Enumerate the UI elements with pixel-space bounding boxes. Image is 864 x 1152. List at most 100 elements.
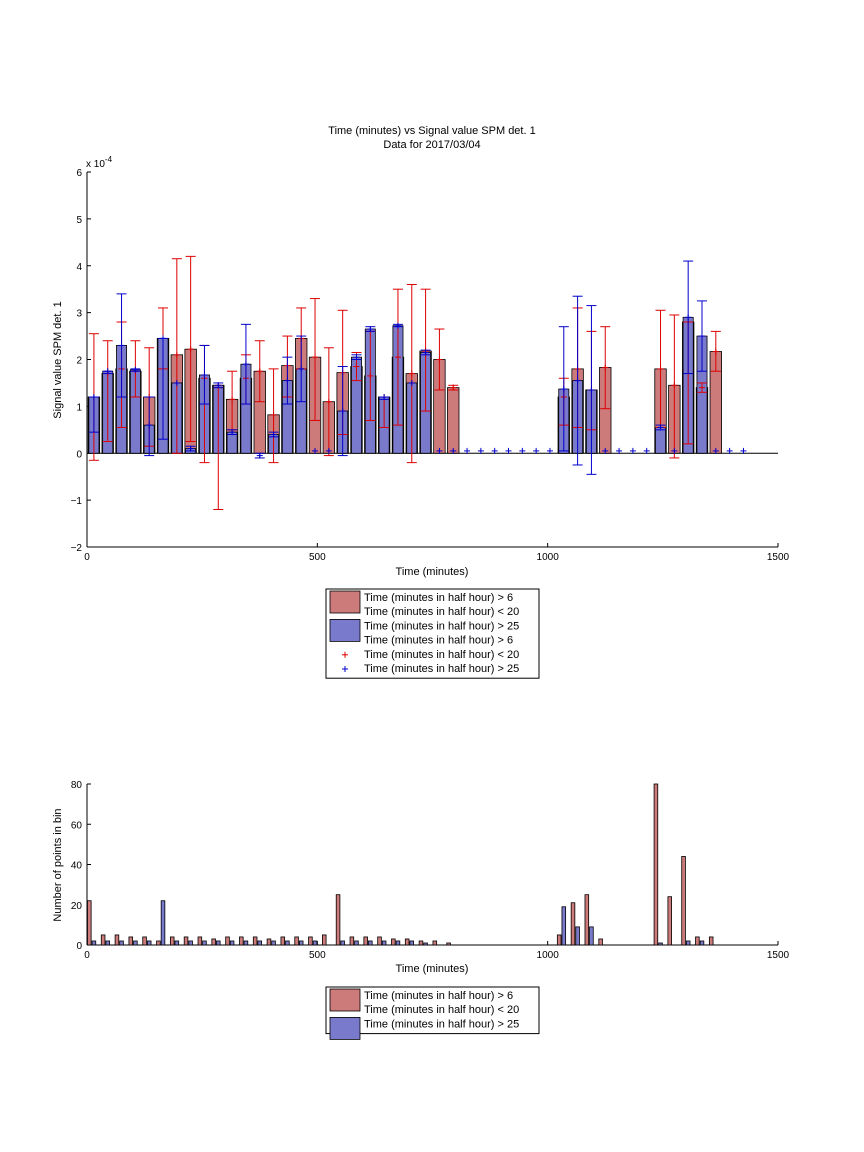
x-tick-label: 0 [84, 950, 90, 961]
bar-series-1 [377, 936, 382, 946]
bar-series-2 [188, 940, 193, 946]
legend-swatch [329, 619, 361, 642]
chart-title: Time (minutes) vs Signal value SPM det. … [328, 125, 535, 137]
bar-series-2 [658, 942, 663, 946]
bar-series-2 [685, 940, 691, 946]
y-axis-label: Signal value SPM det. 1 [52, 301, 64, 418]
y-tick-label: 4 [76, 262, 82, 273]
bar-series-2 [174, 940, 180, 946]
bar-series-1 [681, 856, 686, 946]
bar-series-2 [655, 427, 666, 454]
bar-series-1 [695, 936, 700, 946]
x-tick-label: 500 [309, 552, 326, 563]
y-tick-label: −2 [71, 543, 83, 554]
bar-series-1 [169, 936, 175, 946]
x-axis-label: Time (minutes) [396, 566, 469, 578]
bar-series-1 [211, 938, 216, 946]
plot-area [86, 783, 779, 946]
bar-series-1 [446, 942, 451, 946]
bar-series-2 [368, 940, 373, 946]
y-tick-label: 0 [76, 449, 82, 460]
legend-swatch [329, 1017, 361, 1040]
bar-series-2 [354, 940, 359, 946]
y-tick-label: 80 [71, 780, 83, 791]
bar-series-2 [561, 906, 567, 946]
bar-series-1 [653, 783, 659, 946]
bar-series-1 [322, 934, 327, 946]
x-tick-label: 1500 [767, 552, 790, 563]
signal-chart: Time (minutes) vs Signal value SPM det. … [52, 125, 790, 679]
bar-series-2 [699, 940, 705, 946]
y-tick-label: −1 [71, 496, 83, 507]
legend-label: Time (minutes in half hour) > 25 [364, 620, 519, 632]
bar-series-1 [225, 936, 230, 946]
chart-subtitle: Data for 2017/03/04 [383, 139, 480, 151]
bar-series-2 [409, 940, 415, 946]
bar-series-1 [308, 936, 313, 946]
bar-series-1 [128, 936, 134, 946]
x-tick-label: 500 [309, 950, 326, 961]
bar-series-1 [142, 936, 147, 946]
bar-series-1 [252, 936, 258, 946]
legend-swatch [329, 590, 361, 614]
y-tick-label: 20 [71, 901, 83, 912]
bar-series-1 [294, 936, 299, 946]
y-tick-label: 1 [76, 402, 82, 413]
x-axis-label: Time (minutes) [396, 963, 469, 975]
bar-series-2 [226, 431, 238, 454]
bar-series-2 [575, 926, 580, 946]
legend-label: Time (minutes in half hour) < 20 [364, 649, 519, 661]
bar-series-2 [243, 940, 249, 946]
bar-series-1 [239, 936, 244, 946]
x-tick-label: 1000 [537, 950, 560, 961]
bar-series-2 [381, 940, 387, 946]
bar-series-1 [197, 936, 203, 946]
x-tick-label: 0 [84, 552, 90, 563]
legend-label: Time (minutes in half hour) > 6 [364, 635, 513, 647]
bar-series-2 [589, 926, 594, 946]
bar-series-1 [404, 938, 410, 946]
bar-series-1 [598, 938, 603, 946]
legend-label: Time (minutes in half hour) > 25 [364, 1018, 519, 1030]
bar-series-2 [216, 940, 221, 946]
bar-series-2 [91, 940, 97, 946]
bar-series-1 [391, 938, 396, 946]
y-axis-label: Number of points in bin [52, 808, 64, 921]
y-tick-label: 2 [76, 356, 82, 367]
y-tick-label: 40 [71, 861, 83, 872]
bar-series-1 [667, 896, 672, 946]
y-tick-label: 6 [76, 168, 82, 179]
bar-series-1 [418, 940, 424, 946]
legend-label: Time (minutes in half hour) > 25 [364, 663, 519, 675]
bar-series-1 [570, 902, 576, 946]
y-tick-label: 5 [76, 215, 82, 226]
bar-series-1 [114, 934, 120, 946]
count-chart: Time (minutes) Number of points in bin 0… [52, 780, 790, 1040]
bar-series-1 [100, 934, 106, 946]
bar-series-1 [266, 938, 272, 946]
bar-series-2 [340, 940, 345, 946]
bar-series-1 [280, 936, 286, 946]
bar-series-2 [257, 940, 262, 946]
legend: Time (minutes in half hour) > 6 Time (min… [325, 986, 540, 1040]
bar-series-1 [556, 934, 562, 946]
bar-series-1 [447, 387, 460, 454]
bar-series-2 [423, 942, 428, 946]
bar-series-2 [160, 900, 166, 946]
legend-box [325, 986, 540, 1035]
bar-series-2 [229, 940, 235, 946]
bar-series-2 [285, 940, 290, 946]
bar-series-1 [335, 894, 341, 946]
x-tick-label: 1500 [767, 950, 790, 961]
legend-swatch [329, 988, 361, 1012]
bar-series-1 [708, 936, 714, 946]
bar-series-2 [202, 940, 207, 946]
bar-series-1 [183, 936, 189, 946]
x-tick-label: 1000 [537, 552, 560, 563]
legend: Time (minutes in half hour) > 6 Time (min… [325, 588, 540, 679]
bar-series-1 [156, 940, 161, 946]
bar-series-1 [432, 940, 438, 946]
bar-series-2 [298, 940, 304, 946]
bar-series-2 [395, 940, 401, 946]
